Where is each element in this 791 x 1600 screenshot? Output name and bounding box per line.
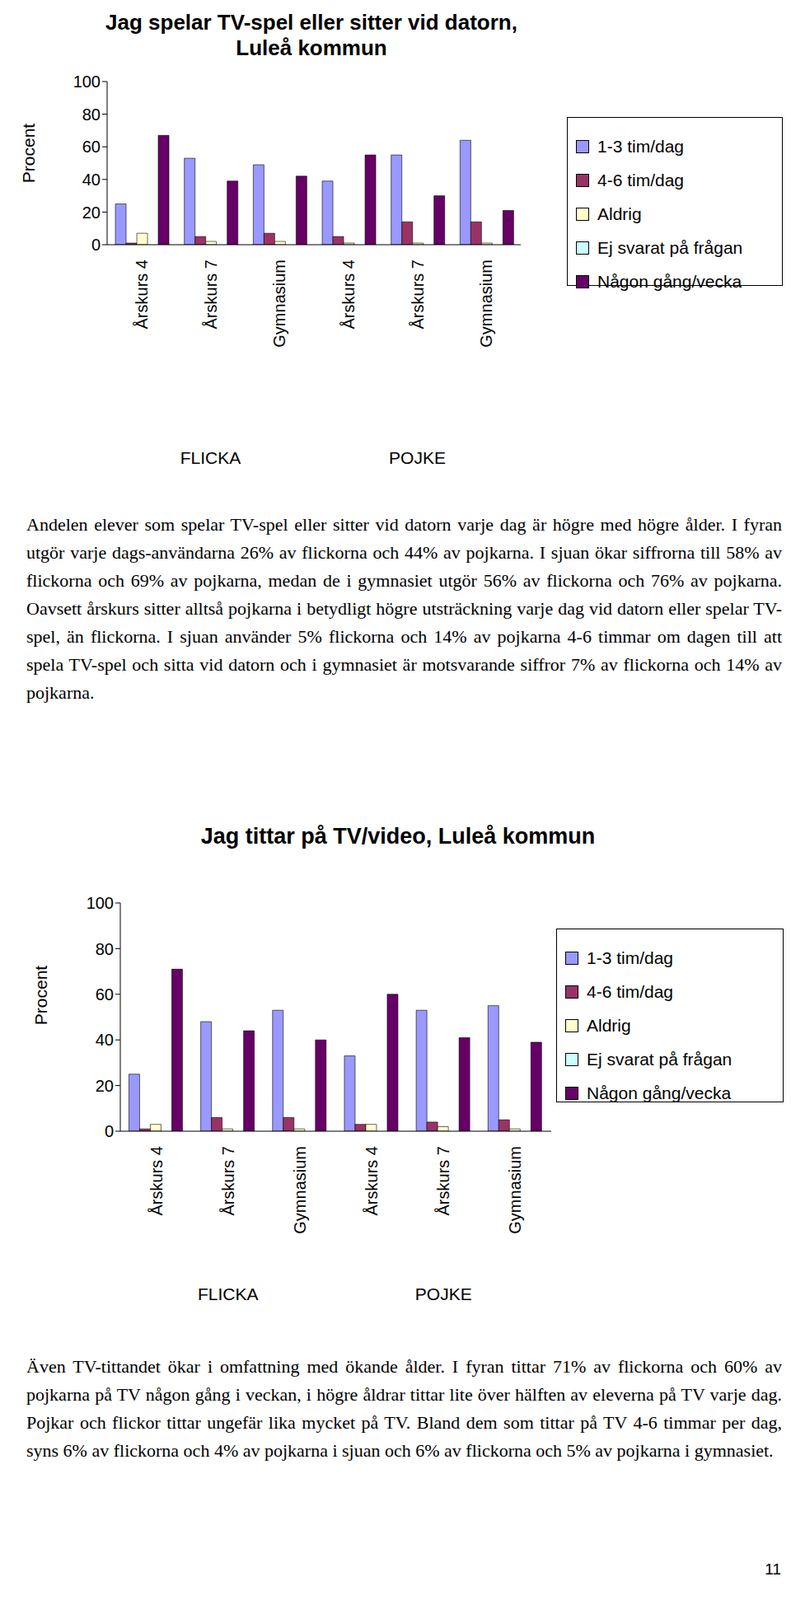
html-text:11: 11 <box>764 1560 782 1578</box>
svg-text:80: 80 <box>95 940 114 959</box>
svg-text:Gymnasium: Gymnasium <box>290 1146 309 1235</box>
svg-text:Årskurs 4: Årskurs 4 <box>147 1146 166 1216</box>
html-text:POJKE: POJKE <box>388 448 446 468</box>
html-text:Ej svarat på frågan: Ej svarat på frågan <box>586 1049 732 1069</box>
html-text:Någon gång/vecka: Någon gång/vecka <box>597 271 742 291</box>
svg-text:20: 20 <box>82 203 101 222</box>
svg-text:Årskurs 7: Årskurs 7 <box>201 259 220 329</box>
svg-text:Gymnasium: Gymnasium <box>505 1146 525 1235</box>
svg-text:Årskurs 7: Årskurs 7 <box>219 1146 238 1216</box>
html-text:Procent: Procent <box>18 123 38 184</box>
svg-text:100: 100 <box>86 894 114 913</box>
html-text:4-6 tim/dag: 4-6 tim/dag <box>597 170 684 190</box>
svg-text:80: 80 <box>82 105 101 124</box>
html-text:Ej svarat på frågan: Ej svarat på frågan <box>597 237 743 257</box>
html-text:Aldrig: Aldrig <box>597 203 642 223</box>
html-text:Andelen elever som spelar TV-s: Andelen elever som spelar TV-spel eller … <box>26 514 782 703</box>
svg-text:Årskurs 7: Årskurs 7 <box>408 259 427 329</box>
html-text:Procent: Procent <box>31 965 51 1026</box>
svg-text:Årskurs 4: Årskurs 4 <box>132 259 151 329</box>
html-text:Aldrig: Aldrig <box>586 1015 631 1035</box>
svg-text:0: 0 <box>91 235 101 254</box>
svg-text:100: 100 <box>73 72 101 91</box>
html-text:1-3 tim/dag: 1-3 tim/dag <box>586 947 674 967</box>
svg-text:Årskurs 4: Årskurs 4 <box>362 1146 381 1216</box>
svg-text:Årskurs 4: Årskurs 4 <box>339 259 358 329</box>
html-text:Även TV-tittandet ökar i omfat: Även TV-tittandet ökar i omfattning med … <box>26 1356 782 1461</box>
html-text:4-6 tim/dag: 4-6 tim/dag <box>586 981 674 1001</box>
svg-text:40: 40 <box>95 1030 114 1049</box>
svg-text:40: 40 <box>82 170 101 189</box>
svg-text:20: 20 <box>95 1076 114 1096</box>
svg-text:Årskurs 7: Årskurs 7 <box>434 1146 453 1216</box>
html-text:POJKE: POJKE <box>415 1284 472 1304</box>
html-text:Jag spelar TV-spel eller sitte: Jag spelar TV-spel eller sitter vid dato… <box>105 9 518 61</box>
svg-text:60: 60 <box>95 985 114 1004</box>
html-text:Någon gång/vecka: Någon gång/vecka <box>586 1083 731 1103</box>
html-text:FLICKA: FLICKA <box>180 448 241 468</box>
html-text:Jag tittar på TV/video, Luleå: Jag tittar på TV/video, Luleå kommun <box>200 823 596 849</box>
svg-text:0: 0 <box>104 1122 114 1141</box>
html-text:1-3 tim/dag: 1-3 tim/dag <box>597 136 684 156</box>
svg-text:Gymnasium: Gymnasium <box>270 259 289 348</box>
html-text:FLICKA: FLICKA <box>197 1284 259 1304</box>
svg-text:60: 60 <box>82 137 101 156</box>
svg-text:Gymnasium: Gymnasium <box>477 259 496 348</box>
